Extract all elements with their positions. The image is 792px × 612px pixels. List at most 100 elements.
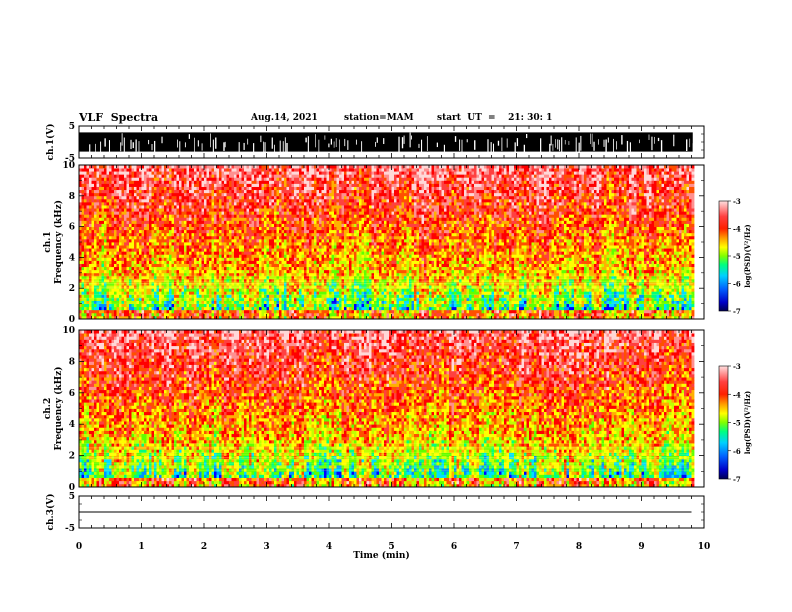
spectrogram-cell (106, 257, 110, 261)
spectrogram-cell (114, 171, 117, 175)
spectrogram-cell (109, 208, 112, 212)
spectrogram-cell (236, 198, 240, 203)
spectrogram-cell (319, 251, 322, 255)
spectrogram-cell (209, 220, 212, 224)
spectrogram-cell (204, 285, 207, 289)
spectrogram-cell (156, 309, 160, 314)
spectrogram-cell (129, 180, 132, 184)
spectrogram-cell (276, 189, 280, 194)
spectrogram-cell (264, 242, 267, 246)
spectrogram-cell (189, 257, 192, 261)
spectrogram-cell (231, 312, 235, 317)
spectrogram-cell (211, 217, 215, 221)
spectrogram-cell (136, 180, 140, 184)
spectrogram-cell (154, 174, 157, 178)
spectrogram-cell (94, 251, 97, 255)
spectrogram-cell (161, 272, 165, 277)
spectrogram-cell (109, 201, 112, 206)
spectrogram-cell (266, 309, 270, 314)
spectrogram-cell (266, 195, 270, 200)
spectrogram-cell (84, 282, 87, 286)
spectrogram-cell (174, 297, 177, 301)
spectrogram-cell (301, 266, 305, 271)
spectrogram-cell (246, 189, 250, 194)
spectrogram-cell (136, 300, 140, 304)
spectrogram-cell (101, 278, 105, 283)
spectrogram-cell (286, 294, 290, 298)
spectrogram-cell (271, 183, 275, 187)
spectrogram-cell (181, 266, 185, 271)
spectrogram-cell (159, 297, 162, 301)
spectrogram-cell (179, 205, 182, 209)
spectrogram-cell (224, 232, 227, 237)
spectrogram-cell (139, 257, 142, 261)
spectrogram-cell (229, 260, 232, 264)
spectrogram-cell (121, 251, 125, 255)
spectrogram-cell (321, 294, 325, 298)
spectrogram-cell (309, 232, 312, 237)
spectrogram-cell (244, 251, 247, 255)
spectrogram-cell (166, 248, 170, 252)
spectrogram-cell (106, 254, 110, 258)
spectrogram-cell (236, 208, 240, 212)
spectrogram-cell (79, 269, 82, 274)
spectrogram-cell (169, 186, 172, 191)
spectrogram-cell (171, 177, 175, 181)
spectrogram-cell (81, 294, 85, 298)
spectrogram-cell (271, 226, 275, 231)
spectrogram-cell (204, 214, 207, 218)
spectrogram-cell (169, 165, 172, 169)
spectrogram-cell (306, 294, 310, 298)
spectrogram-cell (126, 195, 130, 200)
spectrogram-cell (311, 232, 315, 237)
spectrogram-cell (271, 198, 275, 203)
spectrogram-cell (269, 186, 272, 191)
spectrogram-cell (119, 229, 122, 234)
spectrogram-cell (229, 186, 232, 191)
spectrogram-cell (229, 217, 232, 221)
spectrogram-cell (154, 245, 157, 249)
spectrogram-cell (296, 303, 300, 308)
spectrogram-cell (104, 285, 107, 289)
spectrogram-cell (276, 266, 280, 271)
spectrogram-cell (194, 266, 197, 271)
spectrogram-cell (219, 214, 222, 218)
spectrogram-cell (146, 312, 150, 317)
spectrogram-cell (161, 269, 165, 274)
spectrogram-cell (309, 309, 312, 314)
spectrogram-cell (314, 201, 317, 206)
spectrogram-cell (236, 254, 240, 258)
spectrogram-cell (89, 189, 92, 194)
spectrogram-cell (211, 309, 215, 314)
spectrogram-cell (184, 238, 187, 243)
spectrogram-cell (289, 235, 292, 240)
spectrogram-cell (206, 257, 210, 261)
spectrogram-cell (79, 168, 82, 172)
spectrogram-cell (276, 272, 280, 277)
spectrogram-cell (206, 183, 210, 187)
spectrogram-cell (89, 238, 92, 243)
spectrogram-cell (236, 220, 240, 224)
spectrogram-cell (319, 223, 322, 227)
spectrogram-cell (154, 208, 157, 212)
spectrogram-cell (161, 186, 165, 191)
spectrogram-cell (164, 171, 167, 175)
spectrogram-cell (131, 180, 135, 184)
spectrogram-cell (209, 189, 212, 194)
spectrogram-cell (309, 263, 312, 268)
spectrogram-cell (299, 165, 302, 169)
spectrogram-cell (289, 315, 292, 320)
spectrogram-cell (79, 174, 82, 178)
spectrogram-cell (169, 303, 172, 308)
spectrogram-cell (126, 238, 130, 243)
spectrogram-cell (184, 312, 187, 317)
spectrogram-cell (169, 198, 172, 203)
spectrogram-cell (266, 245, 270, 249)
spectrogram-cell (224, 217, 227, 221)
spectrogram-cell (301, 195, 305, 200)
spectrogram-cell (89, 303, 92, 308)
spectrogram-cell (254, 217, 257, 221)
spectrogram-cell (146, 248, 150, 252)
spectrogram-cell (84, 306, 87, 311)
spectrogram-cell (199, 278, 202, 283)
